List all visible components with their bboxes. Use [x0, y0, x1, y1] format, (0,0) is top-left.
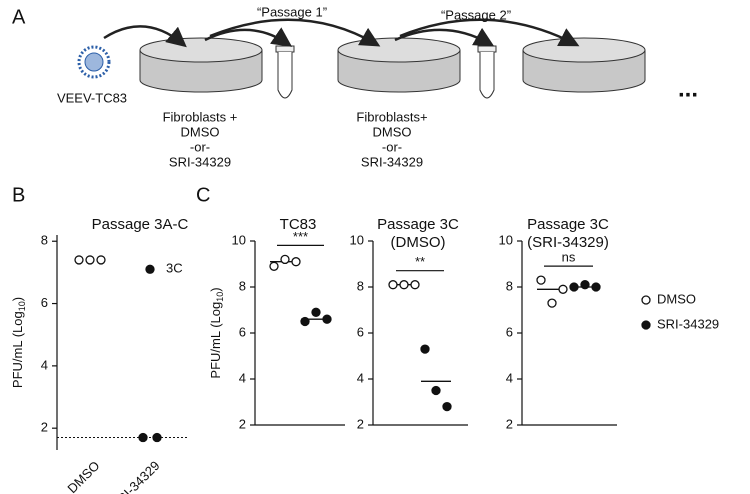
- dish: [337, 37, 461, 93]
- dish-label: DMSO: [181, 124, 220, 139]
- y-tick-label: 2: [41, 420, 48, 435]
- y-tick-label: 2: [357, 416, 364, 431]
- data-point: [280, 254, 290, 265]
- chart-title: TC83: [280, 216, 317, 233]
- dish-label: DMSO: [373, 124, 412, 139]
- y-tick-label: 10: [350, 232, 364, 247]
- data-point: [399, 280, 409, 290]
- y-tick-label: 10: [232, 232, 246, 247]
- dish-label: SRI-34329: [169, 154, 231, 169]
- y-axis-label: PFU/mL (Log10): [208, 287, 225, 378]
- legend-label: DMSO: [657, 291, 696, 306]
- data-point: [291, 257, 301, 267]
- y-axis-label-part: 10: [17, 301, 27, 311]
- y-tick-label: 10: [499, 232, 513, 247]
- data-point: [569, 282, 579, 292]
- data-point: [85, 255, 95, 265]
- y-tick-label: 2: [506, 416, 513, 431]
- panel-a: A VEEV-TC83 “Passage 1” “Passage 2” ...: [12, 4, 698, 105]
- data-point: [152, 432, 162, 443]
- chart-title: Passage 3C: [377, 216, 459, 233]
- y-tick-label: 4: [239, 370, 246, 385]
- x-tick-label: SRI-34329: [108, 458, 163, 494]
- passage-label: “Passage 2”: [441, 7, 511, 22]
- data-point: [269, 261, 279, 271]
- y-tick-label: 6: [357, 324, 364, 339]
- y-axis-label-part: PFU/mL (Log: [10, 311, 25, 388]
- data-point: [322, 314, 332, 324]
- data-point: [410, 280, 420, 290]
- annotation: 3C: [166, 261, 183, 276]
- panel-letter: C: [196, 184, 210, 206]
- y-axis-label: PFU/mL (Log10): [10, 297, 27, 388]
- data-point: [96, 255, 106, 265]
- data-point: [145, 264, 155, 274]
- legend-marker: [641, 295, 651, 305]
- dish-label: Fibroblasts+: [356, 109, 427, 124]
- x-tick-label: DMSO: [64, 458, 102, 494]
- y-tick-label: 6: [239, 324, 246, 339]
- data-point: [138, 432, 148, 443]
- significance-label: ***: [293, 229, 308, 244]
- y-tick-label: 4: [357, 370, 364, 385]
- chart-subtitle: (SRI-34329): [527, 234, 609, 251]
- data-point: [74, 255, 84, 265]
- dish-label: -or-: [382, 139, 402, 154]
- arrow: [394, 27, 495, 47]
- y-tick-label: 8: [357, 278, 364, 293]
- data-point: [311, 307, 321, 317]
- virus-icon: [77, 45, 111, 79]
- dish-label: -or-: [190, 139, 210, 154]
- significance-label: ns: [562, 250, 576, 265]
- y-tick-label: 8: [41, 233, 48, 248]
- y-axis-label-part: 10: [215, 292, 225, 302]
- data-point: [420, 344, 430, 354]
- data-point: [536, 275, 546, 285]
- chart-subtitle: (DMSO): [391, 234, 446, 251]
- data-point: [431, 385, 441, 396]
- passage-label: “Passage 1”: [257, 4, 327, 19]
- virus-label: VEEV-TC83: [57, 90, 127, 105]
- legend-marker: [641, 320, 651, 330]
- y-tick-label: 4: [41, 357, 48, 372]
- data-point: [591, 282, 601, 292]
- y-tick-label: 4: [506, 370, 513, 385]
- dish: [139, 37, 263, 93]
- y-tick-label: 6: [41, 295, 48, 310]
- data-point: [580, 280, 590, 290]
- y-tick-label: 8: [239, 278, 246, 293]
- data-point: [300, 316, 310, 327]
- legend-label: SRI-34329: [657, 316, 719, 331]
- dish-label: Fibroblasts +: [163, 109, 238, 124]
- y-axis-label-part: ): [10, 297, 25, 301]
- dish: [522, 37, 646, 93]
- arrow: [103, 25, 187, 48]
- chart-title: Passage 3A-C: [92, 216, 189, 233]
- y-tick-label: 6: [506, 324, 513, 339]
- y-tick-label: 2: [239, 416, 246, 431]
- ellipsis: ...: [678, 75, 698, 102]
- panel-letter: B: [12, 184, 25, 206]
- y-tick-label: 8: [506, 278, 513, 293]
- tube: [275, 45, 295, 99]
- arrow: [399, 18, 580, 47]
- chart-title: Passage 3C: [527, 216, 609, 233]
- arrow: [204, 27, 293, 47]
- significance-label: **: [415, 254, 425, 269]
- y-axis-label-part: PFU/mL (Log: [208, 302, 223, 379]
- arrow: [209, 18, 381, 47]
- dish-label: SRI-34329: [361, 154, 423, 169]
- data-point: [547, 298, 557, 308]
- panel-letter: A: [12, 6, 26, 28]
- data-point: [388, 280, 398, 290]
- tube: [477, 45, 497, 99]
- data-point: [558, 284, 568, 294]
- y-axis-label-part: ): [208, 287, 223, 291]
- data-point: [442, 401, 452, 412]
